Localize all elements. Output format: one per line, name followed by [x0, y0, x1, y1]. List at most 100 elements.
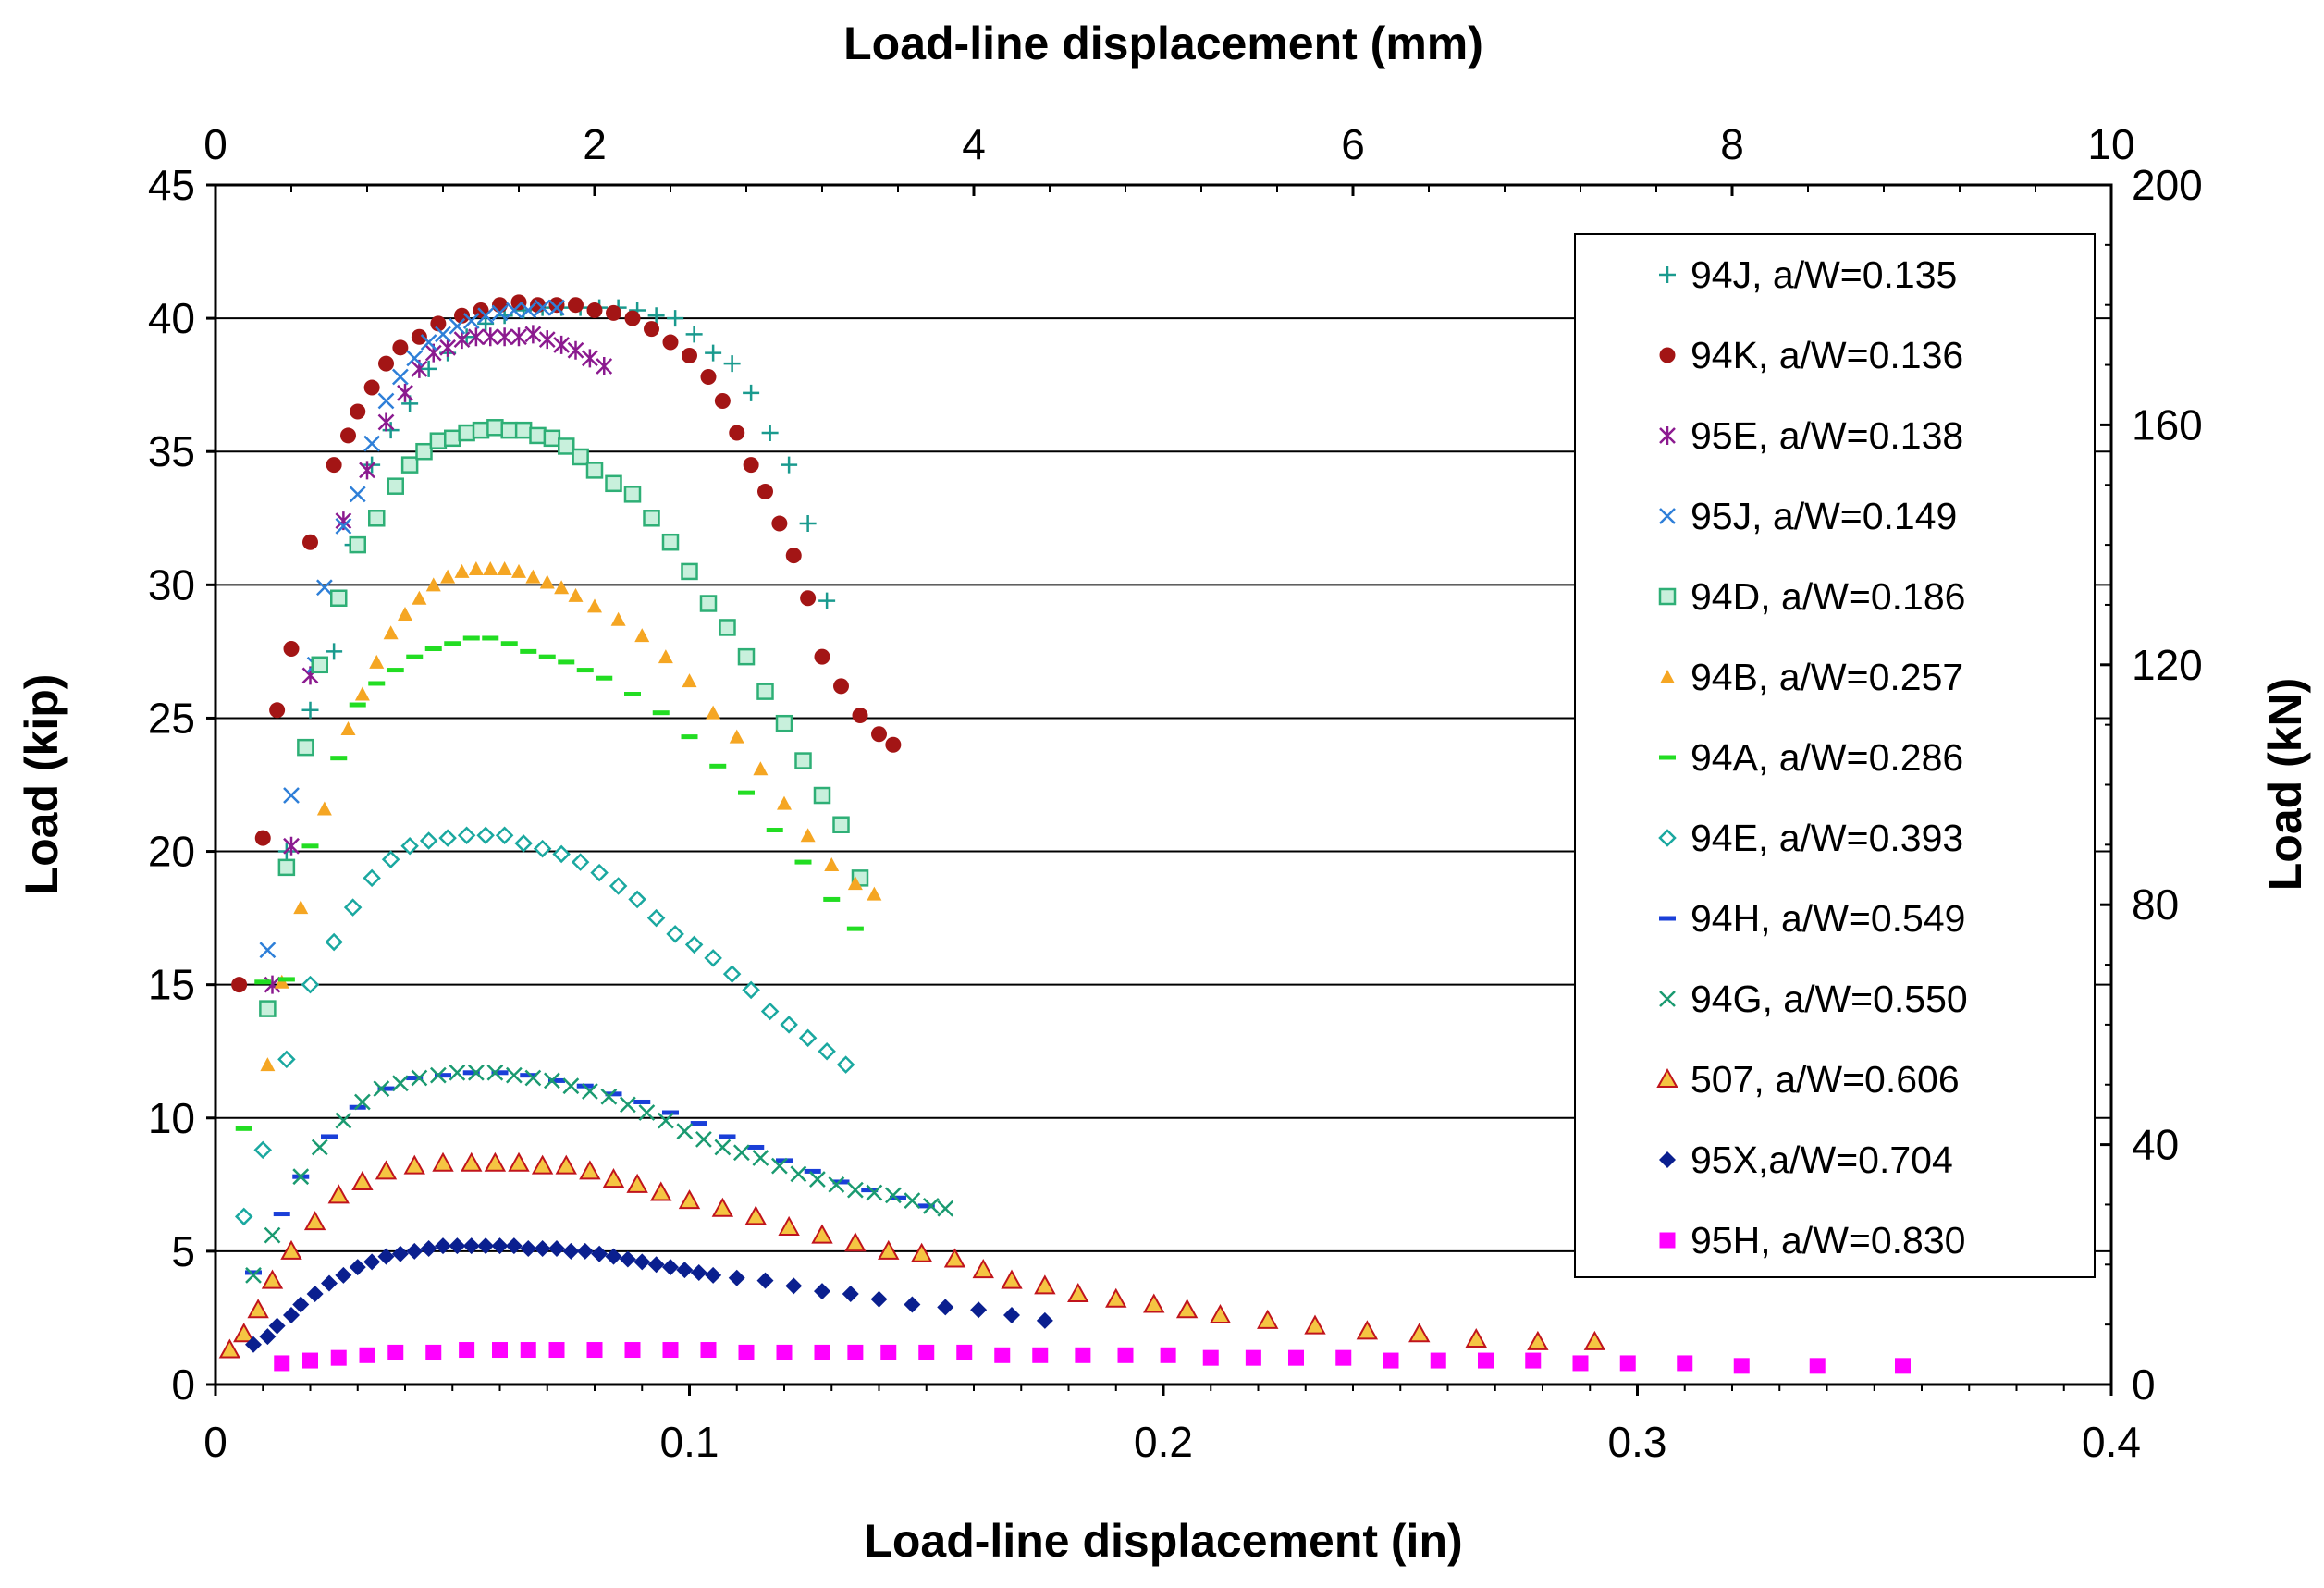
data-point	[753, 761, 769, 776]
x2-tick-label: 4	[962, 120, 986, 168]
data-point	[432, 1151, 454, 1172]
data-point	[449, 1064, 466, 1081]
data-point	[626, 1173, 648, 1193]
legend-item: 94B, a/W=0.257	[1660, 656, 1963, 698]
data-point	[420, 334, 437, 351]
data-point	[729, 729, 744, 744]
data-point	[760, 1002, 780, 1021]
data-point	[1075, 1347, 1091, 1363]
data-point	[552, 844, 571, 864]
data-point	[325, 932, 343, 952]
data-point	[306, 1286, 324, 1303]
data-point	[505, 1066, 523, 1084]
data-point	[818, 592, 836, 609]
data-point	[562, 1077, 580, 1095]
data-point	[316, 801, 332, 816]
data-point	[738, 790, 755, 795]
data-point	[1175, 1299, 1199, 1319]
data-point	[743, 457, 759, 474]
data-point	[430, 315, 447, 332]
x2-axis-title: Load-line displacement (mm)	[843, 18, 1483, 69]
legend-marker	[1659, 1151, 1676, 1168]
x2-tick-label: 8	[1720, 120, 1744, 168]
legend-marker	[1659, 916, 1676, 921]
data-point	[543, 429, 561, 448]
data-point	[292, 1168, 310, 1186]
data-point	[1003, 1307, 1020, 1324]
data-point	[301, 843, 319, 849]
series-5	[260, 561, 882, 1072]
data-point	[477, 314, 495, 332]
data-point	[581, 349, 598, 368]
data-point	[387, 668, 404, 673]
data-point	[690, 1263, 707, 1281]
data-point	[411, 328, 427, 345]
data-point	[283, 641, 300, 658]
data-point	[260, 1057, 276, 1072]
data-point	[387, 477, 404, 495]
data-point	[1209, 1304, 1232, 1324]
x2-tick-label: 2	[583, 120, 607, 168]
data-point	[524, 325, 542, 344]
data-point	[842, 1286, 859, 1303]
data-point	[449, 1237, 466, 1255]
data-point	[412, 590, 427, 605]
data-point	[377, 1086, 395, 1091]
data-point	[311, 1139, 328, 1156]
data-point	[444, 641, 461, 646]
data-point	[706, 705, 721, 720]
data-point	[729, 425, 745, 441]
data-point	[505, 302, 523, 319]
data-point	[824, 856, 840, 871]
data-point	[373, 1080, 390, 1097]
data-point	[558, 437, 575, 455]
data-point	[377, 412, 395, 432]
data-point	[811, 1224, 833, 1244]
data-point	[884, 1187, 902, 1204]
x2-tick-label: 10	[2087, 120, 2134, 168]
data-point	[667, 310, 684, 327]
data-point	[508, 1151, 530, 1172]
data-point	[415, 442, 433, 461]
data-point	[280, 1239, 302, 1260]
data-point	[492, 297, 508, 314]
data-point	[576, 1242, 594, 1260]
data-point	[273, 1212, 290, 1217]
data-point	[468, 561, 484, 576]
data-point	[392, 339, 409, 356]
data-point	[658, 649, 673, 664]
data-point	[562, 1242, 580, 1260]
data-point	[435, 326, 451, 343]
data-point	[994, 1347, 1011, 1363]
data-point	[218, 1338, 241, 1359]
legend-item: 95E, a/W=0.138	[1659, 414, 1963, 457]
data-point	[880, 1344, 897, 1360]
data-point	[567, 340, 584, 360]
y-tick-label: 25	[148, 694, 195, 742]
data-point	[476, 826, 495, 845]
legend-marker	[1660, 670, 1675, 683]
data-point	[722, 965, 742, 983]
data-point	[847, 876, 863, 891]
data-point	[491, 1070, 509, 1076]
data-point	[714, 392, 731, 409]
y2-axis-title: Load (kN)	[2259, 678, 2311, 892]
data-point	[972, 1259, 994, 1279]
x-tick-label: 0.1	[660, 1418, 719, 1466]
series-7	[234, 826, 855, 1226]
data-point	[828, 1176, 845, 1193]
data-point	[690, 1121, 707, 1126]
y-tick-label: 40	[148, 294, 195, 342]
data-point	[340, 427, 356, 444]
data-point	[511, 563, 526, 578]
data-point	[844, 1232, 867, 1252]
axis-ticks	[206, 183, 2113, 1396]
data-point	[633, 1253, 651, 1271]
data-point	[711, 1197, 734, 1217]
data-point	[778, 1215, 800, 1236]
data-point	[514, 834, 533, 853]
data-point	[587, 598, 602, 613]
data-point	[520, 1342, 536, 1359]
data-point	[818, 1041, 836, 1061]
